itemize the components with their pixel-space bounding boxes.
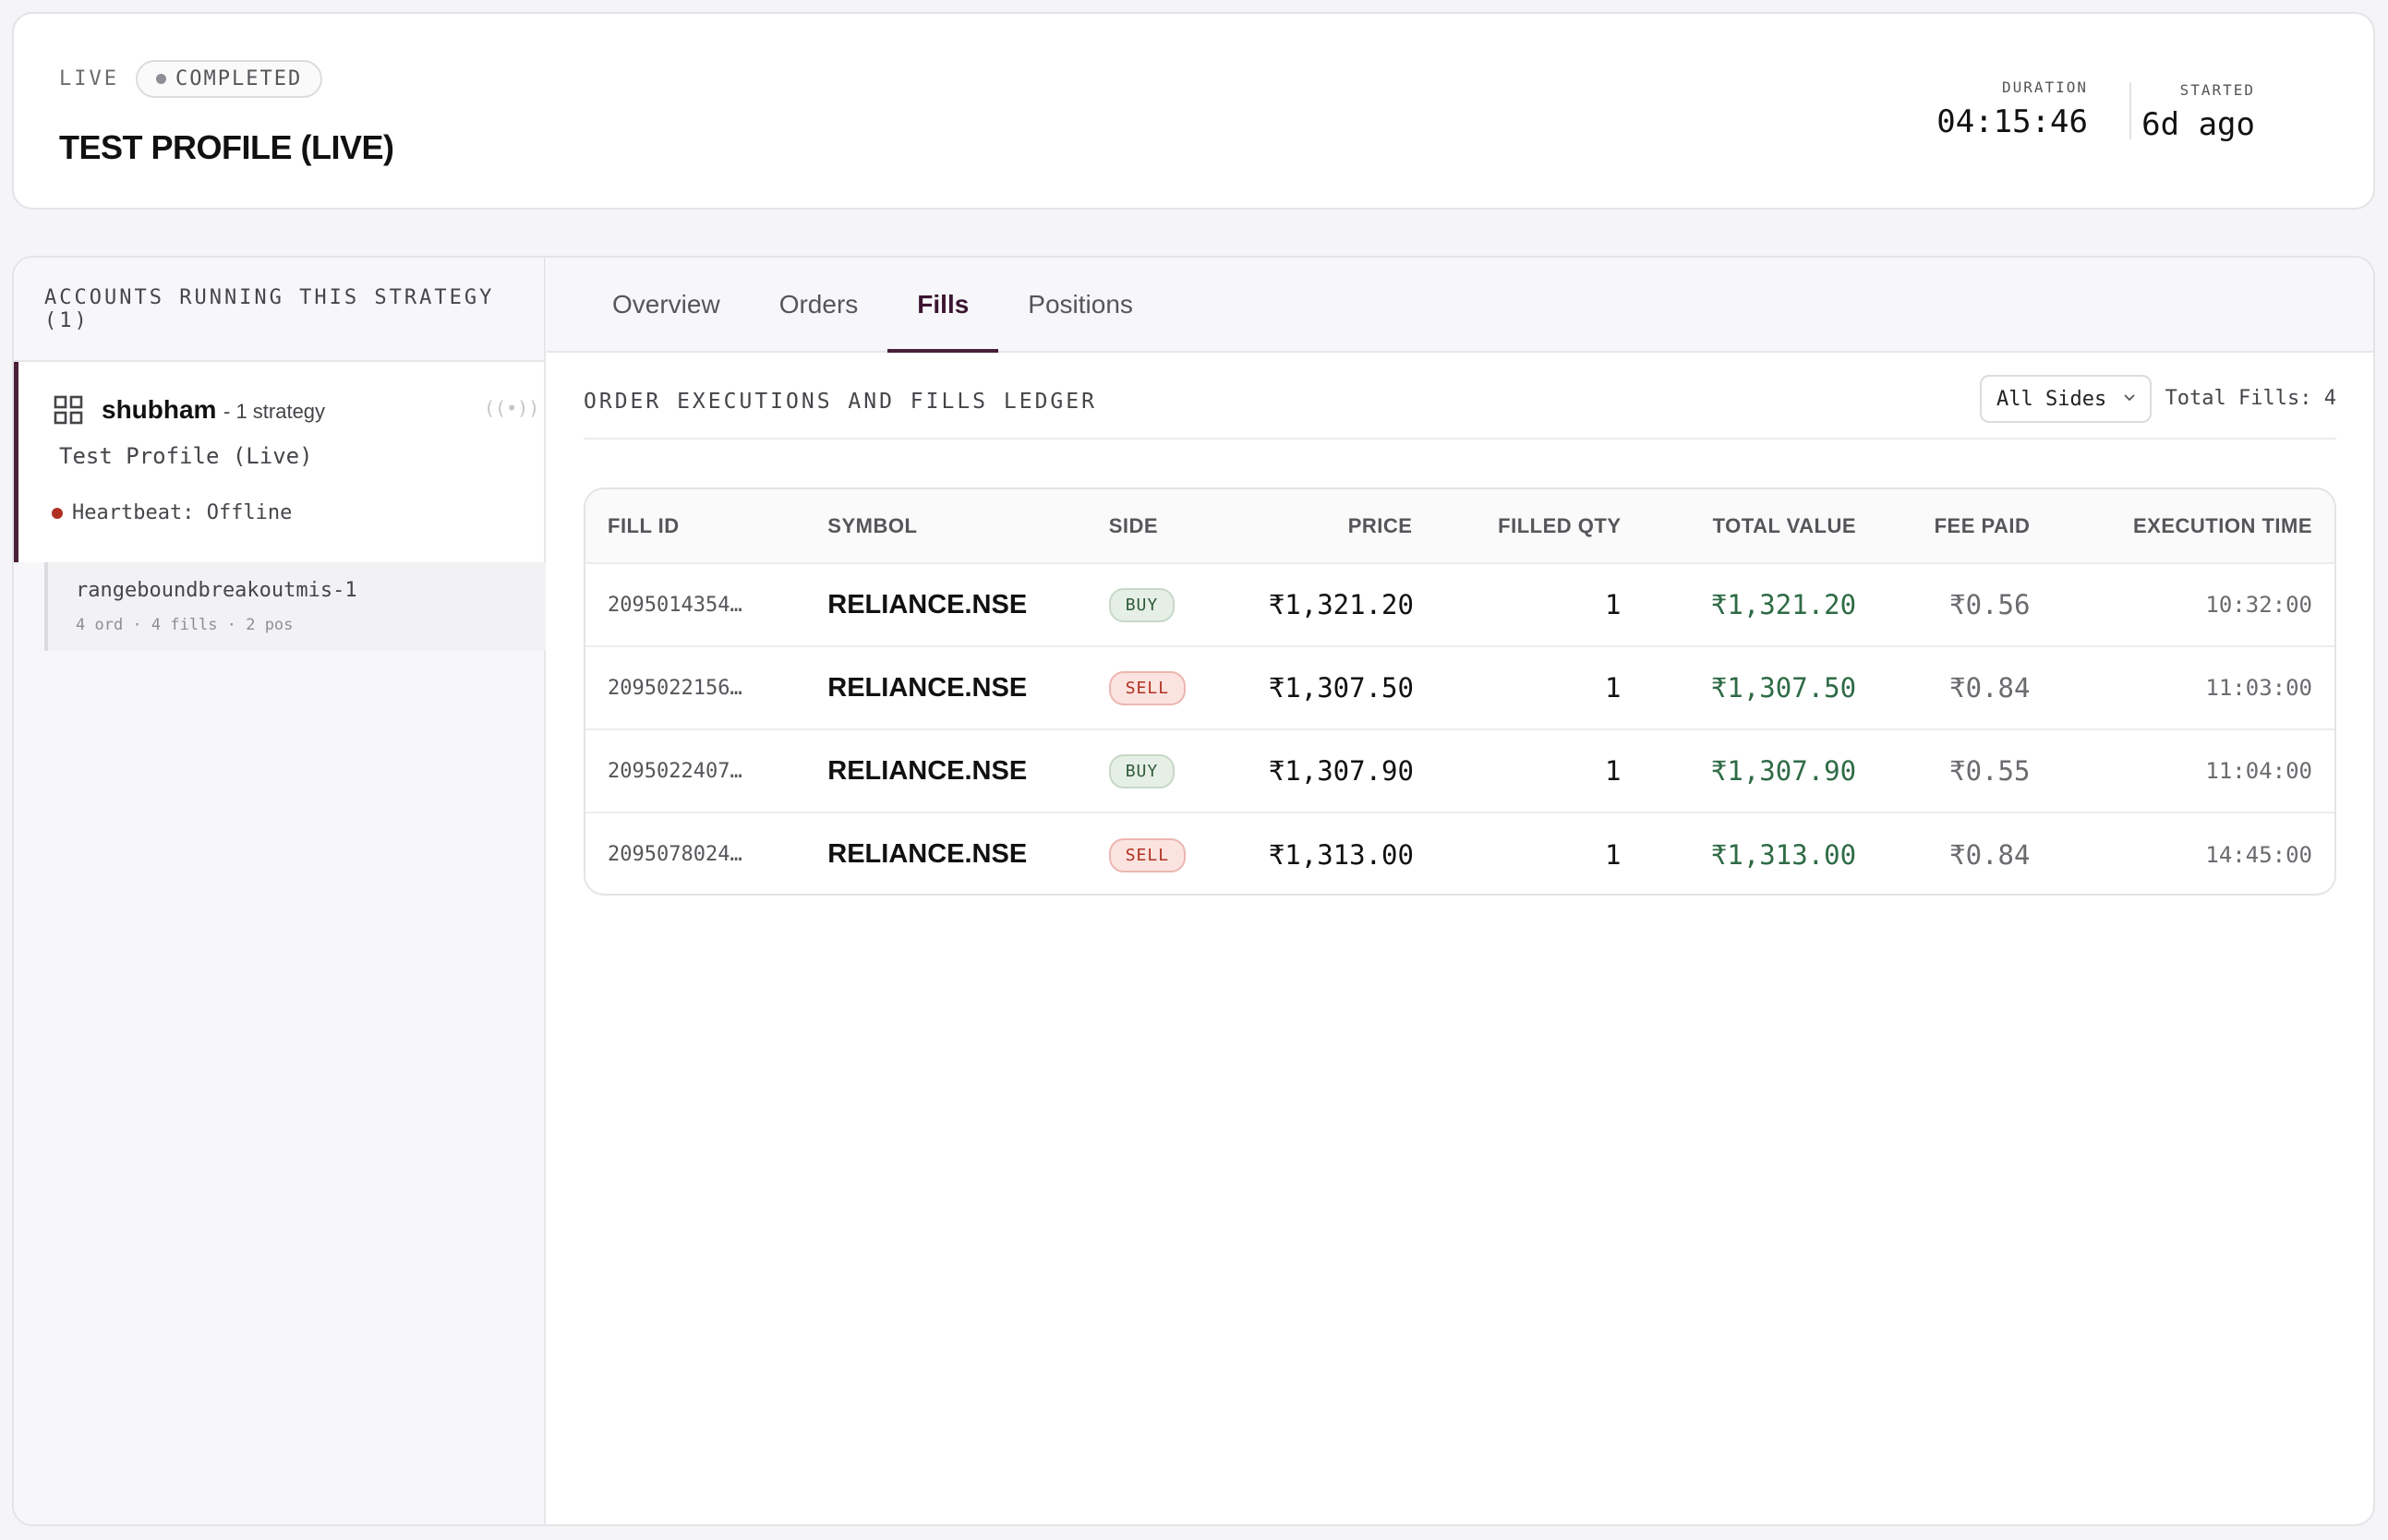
status-badge: COMPLETED [135, 60, 323, 98]
accounts-sidebar: ACCOUNTS RUNNING THIS STRATEGY (1) shubh… [14, 258, 546, 1524]
offline-dot-icon [52, 507, 63, 519]
col-total-value[interactable]: TOTAL VALUE [1643, 489, 1879, 564]
duration-label: DURATION [2001, 78, 2088, 96]
tab-positions[interactable]: Positions [1028, 289, 1133, 319]
heartbeat-text: Heartbeat: Offline [72, 501, 293, 524]
tab-orders[interactable]: Orders [778, 289, 859, 319]
execution-time: 11:04:00 [2205, 758, 2312, 784]
total-value: ₹1,307.90 [1710, 755, 1857, 787]
side-badge: BUY [1108, 588, 1176, 622]
tab-bar: Overview Orders Fills Positions [547, 258, 2373, 353]
fill-id: 2095078024… [608, 843, 742, 866]
fee-paid: ₹0.84 [1949, 672, 2031, 704]
fee-paid: ₹0.84 [1949, 838, 2031, 871]
account-name: shubham [102, 395, 217, 424]
table-row[interactable]: 2095022156… RELIANCE.NSE SELL ₹1,307.50 … [585, 646, 2334, 729]
side-cell: SELL [1087, 812, 1247, 894]
duration-stat: DURATION 04:15:46 [1936, 78, 2088, 140]
strategy-name: rangeboundbreakoutmis-1 [76, 579, 357, 602]
account-strategy-count: - 1 strategy [223, 400, 326, 423]
table-row[interactable]: 2095014354… RELIANCE.NSE BUY ₹1,321.20 1… [585, 563, 2334, 646]
header-status-row: LIVE COMPLETED [59, 60, 323, 98]
tab-fills[interactable]: Fills [887, 258, 999, 353]
status-dot-icon [155, 74, 166, 84]
broadcast-icon: ((•)) [484, 397, 540, 419]
session-header-card: LIVE COMPLETED TEST PROFILE (LIVE) DURAT… [12, 12, 2375, 210]
side-cell: SELL [1087, 646, 1247, 729]
table-row[interactable]: 2095022407… RELIANCE.NSE BUY ₹1,307.90 1… [585, 729, 2334, 812]
side-cell: BUY [1087, 563, 1247, 646]
page-title: TEST PROFILE (LIVE) [59, 128, 394, 166]
chevron-down-icon [2122, 390, 2137, 408]
fill-id: 2095022407… [608, 759, 742, 783]
strategy-item[interactable]: rangeboundbreakoutmis-1 4 ord · 4 fills … [44, 562, 546, 651]
fills-table: FILL ID SYMBOL SIDE PRICE FILLED QTY TOT… [584, 487, 2336, 896]
account-item-shubham[interactable]: shubham - 1 strategy ((•)) Test Profile … [14, 362, 544, 562]
symbol: RELIANCE.NSE [827, 672, 1028, 703]
col-side[interactable]: SIDE [1086, 489, 1247, 564]
col-price[interactable]: PRICE [1246, 489, 1435, 564]
total-value: ₹1,313.00 [1710, 838, 1857, 871]
side-filter-value: All Sides [1996, 387, 2107, 411]
col-symbol[interactable]: SYMBOL [805, 489, 1087, 564]
filled-qty: 1 [1605, 838, 1622, 871]
col-filled-qty[interactable]: FILLED QTY [1434, 489, 1644, 564]
stat-divider [2129, 82, 2131, 139]
execution-time: 10:32:00 [2205, 592, 2312, 618]
ledger-toolbar: ORDER EXECUTIONS AND FILLS LEDGER All Si… [584, 375, 2336, 439]
side-badge: SELL [1108, 671, 1187, 705]
symbol: RELIANCE.NSE [827, 589, 1028, 620]
account-profile-name: Test Profile (Live) [59, 443, 313, 469]
live-label: LIVE [59, 67, 119, 90]
content-area: Overview Orders Fills Positions ORDER EX… [547, 258, 2373, 1524]
side-filter-select[interactable]: All Sides [1980, 375, 2152, 423]
table-header-row: FILL ID SYMBOL SIDE PRICE FILLED QTY TOT… [585, 489, 2334, 564]
total-value: ₹1,307.50 [1710, 672, 1857, 704]
col-execution-time[interactable]: EXECUTION TIME [2052, 489, 2334, 564]
strategy-meta: 4 ord · 4 fills · 2 pos [76, 616, 294, 634]
execution-time: 14:45:00 [2205, 841, 2312, 868]
filled-qty: 1 [1605, 589, 1622, 620]
heartbeat-status: Heartbeat: Offline [52, 501, 292, 524]
fee-paid: ₹0.55 [1949, 755, 2031, 787]
duration-value: 04:15:46 [1936, 103, 2088, 140]
execution-time: 11:03:00 [2205, 675, 2312, 701]
side-badge: BUY [1108, 754, 1176, 788]
status-text: COMPLETED [175, 67, 303, 90]
side-cell: BUY [1087, 729, 1247, 812]
symbol: RELIANCE.NSE [827, 839, 1028, 869]
filled-qty: 1 [1605, 755, 1622, 787]
started-stat: STARTED 6d ago [2141, 81, 2255, 143]
sidebar-heading: ACCOUNTS RUNNING THIS STRATEGY (1) [14, 258, 544, 362]
started-label: STARTED [2179, 81, 2255, 99]
fill-id: 2095014354… [608, 593, 742, 617]
table-row[interactable]: 2095078024… RELIANCE.NSE SELL ₹1,313.00 … [585, 812, 2334, 894]
total-fills-count: Total Fills: 4 [2165, 387, 2336, 410]
grid-icon [54, 395, 83, 425]
price: ₹1,307.90 [1268, 755, 1414, 787]
symbol: RELIANCE.NSE [827, 755, 1028, 786]
side-badge: SELL [1108, 837, 1187, 872]
fee-paid: ₹0.56 [1949, 589, 2031, 620]
fill-id: 2095022156… [608, 676, 742, 700]
total-value: ₹1,321.20 [1710, 589, 1857, 620]
price: ₹1,307.50 [1268, 672, 1414, 704]
started-value: 6d ago [2141, 106, 2255, 143]
ledger-title: ORDER EXECUTIONS AND FILLS LEDGER [584, 390, 1097, 414]
filled-qty: 1 [1605, 672, 1622, 704]
price: ₹1,313.00 [1268, 838, 1414, 871]
main-panel: ACCOUNTS RUNNING THIS STRATEGY (1) shubh… [12, 256, 2375, 1526]
col-fill-id[interactable]: FILL ID [585, 489, 806, 564]
price: ₹1,321.20 [1268, 589, 1414, 620]
tab-overview[interactable]: Overview [612, 289, 720, 319]
col-fee-paid[interactable]: FEE PAID [1878, 489, 2053, 564]
